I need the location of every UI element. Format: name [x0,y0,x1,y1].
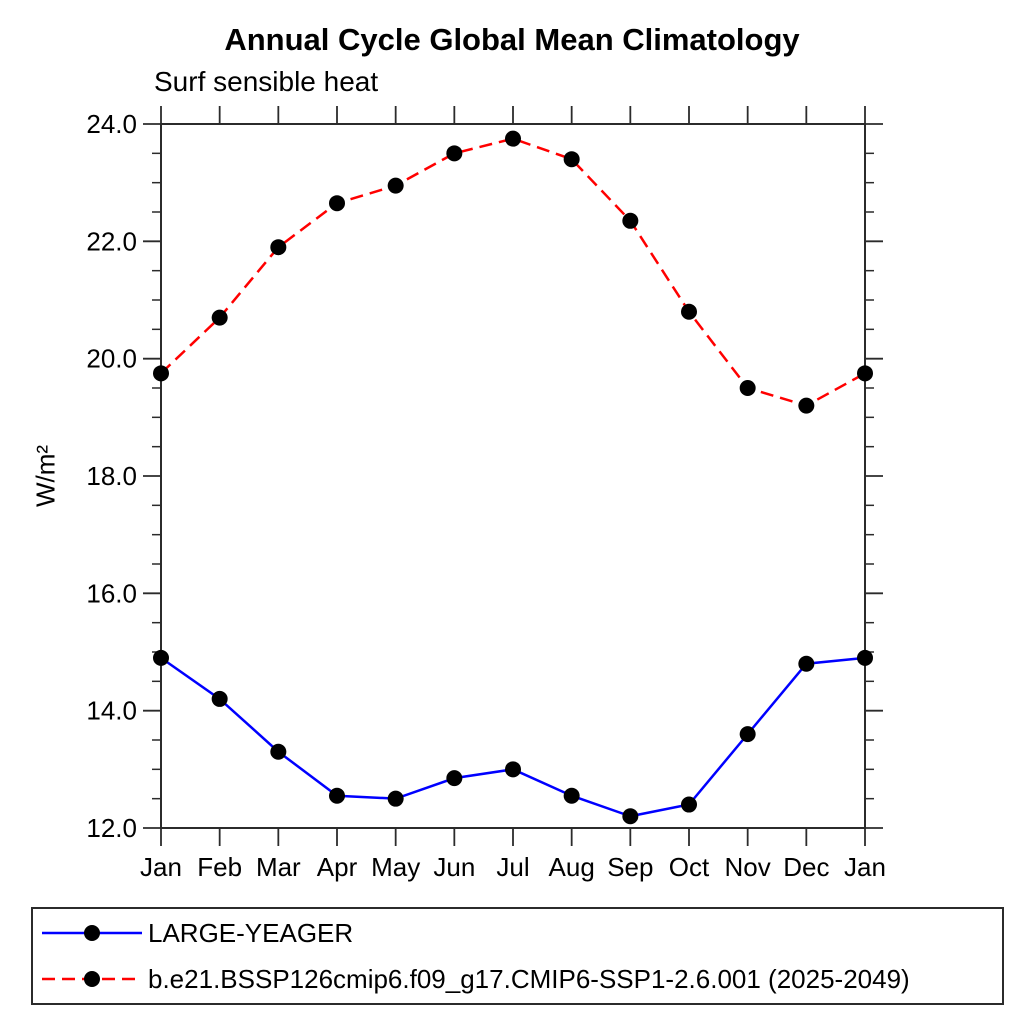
data-point-marker [622,808,639,825]
y-tick-label: 22.0 [86,226,137,256]
data-point-marker [329,195,345,212]
legend-label: b.e21.BSSP126cmip6.f09_g17.CMIP6-SSP1-2.… [148,963,910,994]
data-point-marker [681,303,697,320]
x-tick-label: Dec [783,852,829,882]
chart-title: Annual Cycle Global Mean Climatology [224,22,800,57]
y-tick-label: 24.0 [86,109,137,139]
data-point-marker [798,655,815,672]
plot-area: Jan Feb Mar Apr May Jun Jul Aug Sep Oct Nov Dec Jan1… [86,106,886,882]
legend-label: LARGE-YEAGER [148,917,354,948]
data-point-marker [857,649,873,666]
legend-marker-icon [84,971,100,987]
data-point-marker [563,151,580,168]
x-tick-label: Apr [317,852,358,882]
data-point-marker [329,787,345,804]
series-line-0 [160,656,866,818]
data-point-marker [798,397,815,414]
y-tick-label: 20.0 [86,344,137,374]
data-point-marker [505,761,521,778]
data-point-marker [857,365,873,382]
x-tick-label: Nov [725,852,771,882]
data-point-marker [153,649,169,666]
x-tick-label: Oct [669,852,710,882]
data-point-marker [387,790,404,807]
x-tick-label: Feb [197,852,242,882]
data-point-marker [153,365,169,382]
data-point-marker [622,212,639,229]
data-point-marker [739,726,756,743]
data-point-marker [505,130,521,147]
x-tick-label: Jan [140,852,182,882]
data-point-marker [211,690,228,707]
data-point-marker [563,787,580,804]
legend-marker-icon [84,925,100,941]
legend-line-sample [42,925,142,941]
data-point-marker [387,177,404,194]
x-tick-label: Jul [496,852,529,882]
legend-item-1: b.e21.BSSP126cmip6.f09_g17.CMIP6-SSP1-2.… [37,957,1002,1001]
y-tick-label: 14.0 [86,696,137,726]
data-point-marker [211,309,228,326]
data-point-marker [270,743,287,760]
y-tick-label: 16.0 [86,578,137,608]
data-point-marker [681,796,697,813]
data-point-marker [446,770,463,787]
x-tick-label: Jan [844,852,886,882]
x-tick-label: Aug [549,852,595,882]
x-tick-label: Mar [256,852,301,882]
y-tick-label: 12.0 [86,813,137,843]
x-tick-label: May [371,852,420,882]
series-line-1 [160,137,866,407]
data-point-marker [739,380,756,396]
y-tick-label: 18.0 [86,461,137,491]
data-point-marker [446,145,463,162]
legend-item-0: LARGE-YEAGER [37,911,1002,955]
chart-subtitle: Surf sensible heat [154,66,379,97]
x-tick-label: Jun [433,852,475,882]
x-tick-label: Sep [607,852,653,882]
legend-line-sample [42,971,142,987]
legend-box: LARGE-YEAGER b.e21.BSSP126cmip6.f09_g17.C… [31,907,1004,1005]
plot-frame [160,123,866,829]
data-point-marker [270,239,287,256]
